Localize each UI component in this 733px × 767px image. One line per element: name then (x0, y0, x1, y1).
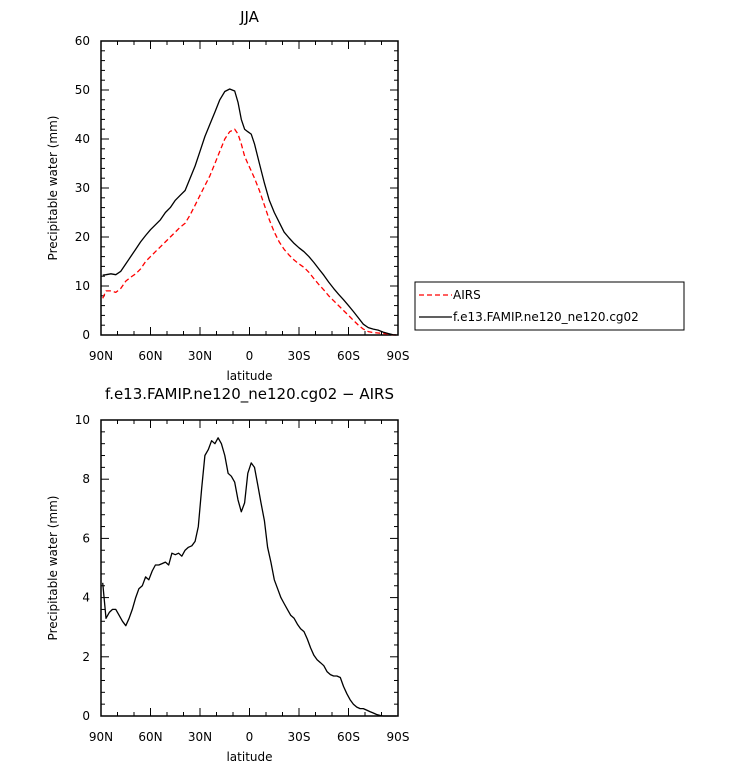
legend: AIRS f.e13.FAMIP.ne120_ne120.cg02 (414, 281, 685, 331)
x-tick-label: 0 (246, 349, 254, 363)
legend-label-airs: AIRS (453, 288, 481, 302)
x-tick-label: 30N (188, 730, 212, 744)
x-axis-label: latitude (226, 369, 272, 383)
series-line-1 (102, 88, 397, 336)
x-tick-label: 60S (337, 349, 360, 363)
x-tick-label: 30S (288, 730, 311, 744)
y-tick-label: 10 (75, 279, 90, 293)
x-tick-label: 30N (188, 349, 212, 363)
legend-label-model: f.e13.FAMIP.ne120_ne120.cg02 (453, 310, 639, 324)
y-axis-label: Precipitable water (mm) (46, 116, 60, 261)
y-tick-label: 0 (82, 709, 90, 723)
plot-frame (100, 419, 399, 717)
series-line-0 (102, 437, 397, 717)
x-tick-label: 60N (138, 349, 162, 363)
x-tick-label: 60N (138, 730, 162, 744)
y-tick-label: 10 (75, 413, 90, 427)
x-tick-label: 60S (337, 730, 360, 744)
y-tick-label: 6 (82, 531, 90, 545)
chart-difference: f.e13.FAMIP.ne120_ne120.cg02 − AIRS 90N 6… (46, 385, 409, 764)
chart-title: f.e13.FAMIP.ne120_ne120.cg02 − AIRS (105, 385, 394, 404)
y-tick-label: 30 (75, 181, 90, 195)
x-tick-label: 90S (387, 730, 410, 744)
x-tick-label: 0 (246, 730, 254, 744)
y-tick-label: 40 (75, 132, 90, 146)
y-tick-label: 2 (82, 650, 90, 664)
chart-title: JJA (239, 8, 260, 26)
x-tick-label: 90N (89, 730, 113, 744)
x-tick-label: 90N (89, 349, 113, 363)
series-line-0 (102, 128, 397, 336)
y-tick-label: 0 (82, 328, 90, 342)
series-lines (102, 88, 397, 336)
y-axis-label: Precipitable water (mm) (46, 496, 60, 641)
legend-box (414, 281, 685, 331)
plot-frame (100, 40, 399, 336)
y-tick-label: 8 (82, 472, 90, 486)
y-tick-label: 60 (75, 34, 90, 48)
x-tick-label: 90S (387, 349, 410, 363)
axis-ticks: 90N 60N 30N 0 30S 60S 90S 0 10 20 30 40 50 60 (75, 34, 410, 363)
y-tick-label: 50 (75, 83, 90, 97)
axis-ticks: 90N 60N 30N 0 30S 60S 90S 0 2 4 6 8 10 (75, 413, 410, 744)
series-lines (102, 437, 397, 717)
y-tick-label: 4 (82, 591, 90, 605)
chart-jja: JJA 90N 60N 30N 0 30S 60S 90S 0 10 20 30 40 50 60 lat… (46, 8, 685, 383)
x-tick-label: 30S (288, 349, 311, 363)
x-axis-label: latitude (226, 750, 272, 764)
y-tick-label: 20 (75, 230, 90, 244)
